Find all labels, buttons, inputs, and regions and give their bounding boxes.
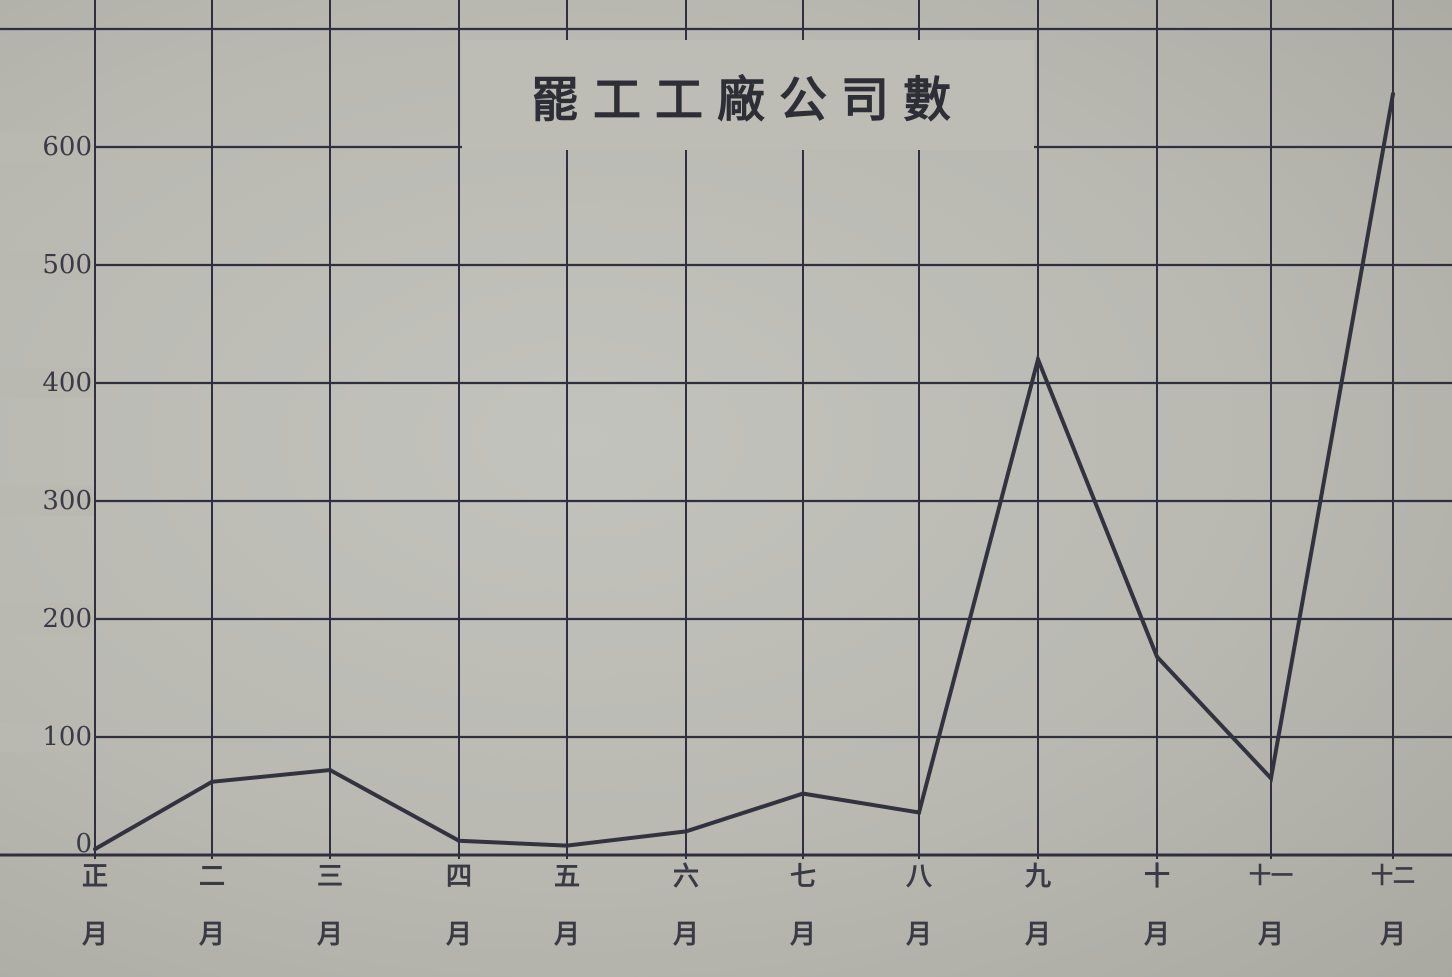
x-tick-label: 五月 [545,864,589,950]
x-tick-label: 六月 [664,864,708,950]
x-tick-month-suffix: 月 [1143,920,1170,950]
data-point [457,838,461,843]
data-point [565,843,569,848]
x-tick-month-number: 二 [198,862,225,892]
x-tick-month-number: 十二 [1371,863,1416,889]
x-tick-label: 十月 [1135,864,1179,950]
x-tick-label: 二月 [190,864,234,950]
x-tick-month-number: 五 [553,862,580,892]
x-tick-month-number: 六 [672,862,699,892]
x-tick-label: 四月 [437,864,481,950]
x-tick-month-suffix: 月 [445,920,472,950]
x-tick-label: 正月 [73,864,117,950]
data-point [1155,654,1159,659]
data-point [93,847,97,852]
x-tick-month-suffix: 月 [905,920,932,950]
data-point [1391,91,1395,96]
x-tick-month-suffix: 月 [789,920,816,950]
x-tick-month-number: 三 [316,862,343,892]
data-point [1036,357,1040,362]
x-tick-label: 七月 [781,864,825,950]
y-tick-label: 400 [0,368,94,398]
x-tick-label: 十二月 [1371,864,1415,950]
series-line [94,93,1395,851]
x-tick-month-number: 正 [81,862,108,892]
y-tick-label: 600 [0,132,94,162]
data-point [328,768,332,773]
data-point [1269,776,1273,781]
x-tick-month-number: 四 [445,862,472,892]
x-tick-label: 十一月 [1249,864,1293,950]
x-tick-month-suffix: 月 [672,920,699,950]
x-tick-month-number: 八 [905,862,932,892]
x-tick-month-suffix: 月 [553,920,580,950]
vertical-gridlines [94,0,1394,859]
x-tick-label: 三月 [308,864,352,950]
chart-title: 罷工工廠公司數 [530,72,965,128]
x-tick-label: 九月 [1016,864,1060,950]
x-tick-month-suffix: 月 [1257,920,1284,950]
x-tick-month-number: 七 [789,862,816,892]
x-tick-month-number: 九 [1024,862,1051,892]
chart-title-box: 罷工工廠公司數 [462,40,1034,150]
y-tick-label: 0 [75,829,92,859]
x-tick-month-suffix: 月 [316,920,343,950]
data-point [210,779,214,784]
x-tick-month-number: 十 [1143,862,1170,892]
x-tick-month-suffix: 月 [1024,920,1051,950]
data-point [801,791,805,796]
y-tick-label: 100 [0,722,94,752]
x-tick-month-suffix: 月 [81,920,108,950]
x-tick-month-suffix: 月 [198,920,225,950]
data-point [684,829,688,834]
data-point [917,810,921,815]
y-tick-label: 200 [0,604,94,634]
x-tick-month-number: 十一 [1249,863,1294,889]
x-tick-month-suffix: 月 [1379,920,1406,950]
y-tick-label: 500 [0,250,94,280]
horizontal-gridlines [0,27,1452,857]
x-tick-label: 八月 [897,864,941,950]
y-tick-label: 300 [0,486,94,516]
series-group [93,91,1395,852]
